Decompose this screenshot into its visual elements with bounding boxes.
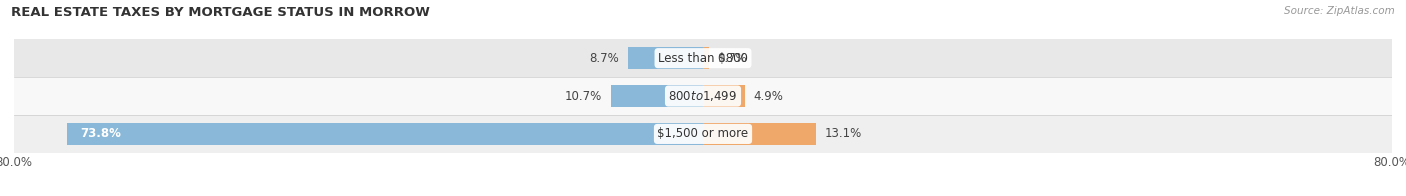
Text: 10.7%: 10.7% bbox=[565, 90, 602, 103]
Bar bbox=[628, 47, 703, 69]
Text: 8.7%: 8.7% bbox=[589, 52, 620, 65]
Bar bbox=[14, 77, 1392, 115]
Text: 0.7%: 0.7% bbox=[717, 52, 748, 65]
Text: $800 to $1,499: $800 to $1,499 bbox=[668, 89, 738, 103]
Bar bbox=[703, 47, 709, 69]
Bar bbox=[703, 85, 745, 107]
Bar bbox=[610, 85, 703, 107]
Text: REAL ESTATE TAXES BY MORTGAGE STATUS IN MORROW: REAL ESTATE TAXES BY MORTGAGE STATUS IN … bbox=[11, 6, 430, 19]
Text: 73.8%: 73.8% bbox=[80, 127, 121, 140]
Text: Less than $800: Less than $800 bbox=[658, 52, 748, 65]
Bar bbox=[703, 123, 815, 145]
Text: 4.9%: 4.9% bbox=[754, 90, 783, 103]
Bar bbox=[14, 39, 1392, 77]
Bar bbox=[67, 123, 703, 145]
Bar bbox=[14, 115, 1392, 153]
Text: $1,500 or more: $1,500 or more bbox=[658, 127, 748, 140]
Text: 13.1%: 13.1% bbox=[824, 127, 862, 140]
Text: Source: ZipAtlas.com: Source: ZipAtlas.com bbox=[1284, 6, 1395, 16]
